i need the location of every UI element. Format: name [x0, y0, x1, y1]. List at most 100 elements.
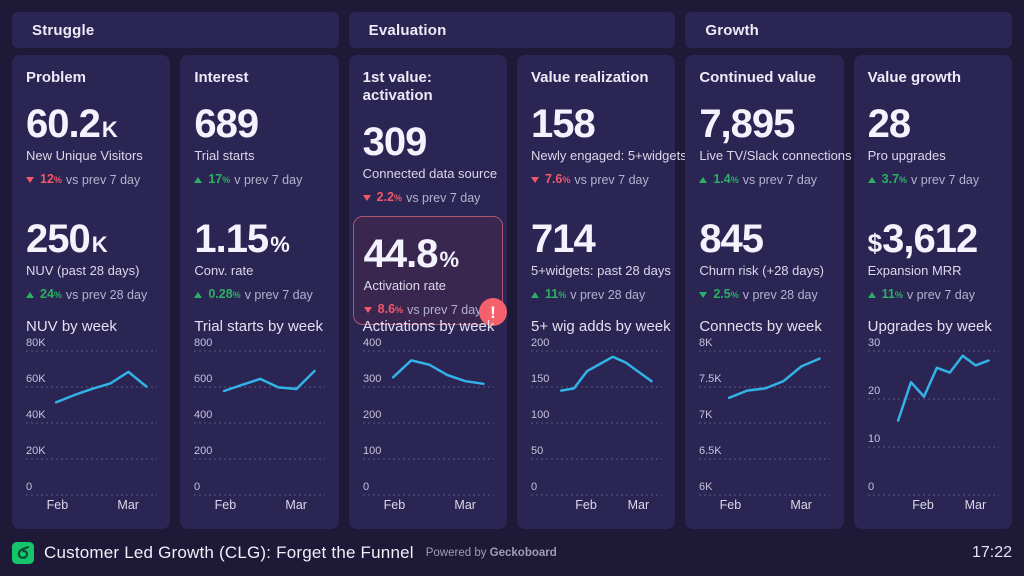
delta-text: v prev 7 day	[911, 172, 980, 187]
svg-text:6.5K: 6.5K	[699, 445, 722, 457]
card-activation[interactable]: 1st value: activation 309 Connected data…	[348, 55, 507, 529]
metric: 60.2K New Unique Visitors 12% vs prev 7 …	[26, 102, 156, 188]
trend-up-icon	[867, 177, 876, 184]
metric-value: 28	[867, 102, 911, 146]
svg-text:Mar: Mar	[964, 498, 986, 512]
svg-text:Feb: Feb	[47, 498, 69, 512]
metric: 28 Pro upgrades 3.7% v prev 7 day	[867, 102, 998, 188]
svg-text:800: 800	[194, 337, 212, 349]
svg-text:7.5K: 7.5K	[699, 373, 722, 385]
metric-value: 60.2K	[26, 102, 118, 146]
metric-delta: 2.5% v prev 28 day	[699, 287, 829, 303]
svg-text:200: 200	[194, 445, 212, 457]
svg-text:Feb: Feb	[912, 498, 934, 512]
svg-text:6K: 6K	[699, 481, 713, 493]
card-value-growth[interactable]: Value growth 28 Pro upgrades 3.7% v prev…	[853, 55, 1012, 529]
metric: 845 Churn risk (+28 days) 2.5% v prev 28…	[699, 218, 829, 303]
delta-text: v prev 7 day	[906, 287, 975, 302]
metric-label: New Unique Visitors	[26, 148, 143, 164]
metric: 689 Trial starts 17% v prev 7 day	[194, 102, 324, 188]
line-chart: 8K 7.5K 7K 6.5K 6K Feb Mar	[699, 337, 831, 512]
metric-label: Conv. rate	[194, 263, 254, 279]
svg-text:150: 150	[531, 373, 549, 385]
chart-title: Trial starts by week	[194, 318, 323, 335]
metric-value: 7,895	[699, 102, 795, 146]
card-problem[interactable]: Problem 60.2K New Unique Visitors 12% vs…	[12, 55, 171, 529]
line-chart: 200 150 100 50 0 Feb Mar	[530, 337, 662, 512]
line-chart: 400 300 200 100 0 Feb Mar	[362, 337, 494, 512]
group-header-struggle: Struggle	[12, 12, 339, 48]
metric: 309 Connected data source 2.2% vs prev 7…	[362, 120, 498, 206]
metric-label: Live TV/Slack connections	[699, 148, 852, 164]
svg-text:Mar: Mar	[286, 498, 308, 512]
exclamation-glyph: !	[490, 302, 496, 322]
svg-text:Feb: Feb	[720, 498, 742, 512]
svg-text:100: 100	[531, 409, 549, 421]
card-title: 1st value: activation	[362, 69, 433, 104]
line-chart: 80K 60K 40K 20K 0 Feb Mar	[26, 337, 157, 512]
chart-title: Activations by week	[362, 318, 495, 335]
metric-delta: 11% v prev 7 day	[867, 287, 998, 303]
trend-up-icon	[194, 177, 203, 184]
metric-delta: 8.6% vs prev 7 day	[363, 302, 492, 318]
chart-block: Connects by week 8K 7.5K 7K 6.5K 6K Feb Mar	[699, 318, 831, 514]
chart-block: Activations by week 400 300 200 100 0 Feb Mar	[362, 318, 495, 514]
chart-title: Upgrades by week	[867, 318, 992, 335]
svg-text:60K: 60K	[26, 373, 46, 385]
metric: 158 Newly engaged: 5+widgets 7.6% vs pre…	[530, 102, 687, 188]
metric: $3,612 Expansion MRR 11% v prev 7 day	[867, 217, 998, 303]
alert-highlight-box: 44.8% Activation rate 8.6% vs prev 7 day…	[352, 216, 507, 327]
trend-down-icon	[362, 195, 371, 202]
metric-delta: 3.7% v prev 7 day	[867, 172, 998, 188]
svg-text:8K: 8K	[699, 337, 713, 349]
card-value-realization[interactable]: Value realization 158 Newly engaged: 5+w…	[516, 55, 687, 529]
delta-text: vs prev 7 day	[574, 172, 649, 187]
metric-value: 44.8%	[363, 232, 460, 277]
svg-text:Feb: Feb	[383, 498, 405, 512]
trend-up-icon	[867, 292, 876, 299]
metric-label: NUV (past 28 days)	[26, 263, 140, 279]
cards-row: Problem 60.2K New Unique Visitors 12% vs…	[12, 55, 1012, 529]
svg-text:20: 20	[868, 385, 880, 397]
group-header-evaluation: Evaluation	[348, 12, 676, 48]
metric-value: 714	[530, 217, 596, 262]
group-header-growth: Growth	[685, 12, 1013, 48]
metric-value: $3,612	[867, 217, 979, 262]
metric-value: 1.15%	[194, 217, 290, 262]
group-headers: Struggle Evaluation Growth	[12, 12, 1013, 48]
svg-text:Feb: Feb	[215, 498, 237, 512]
svg-text:0: 0	[26, 481, 32, 493]
svg-text:400: 400	[363, 337, 381, 349]
svg-text:Mar: Mar	[791, 498, 813, 512]
card-title: Interest	[194, 69, 249, 86]
metric-label: Churn risk (+28 days)	[699, 263, 824, 279]
delta-text: vs prev 7 day	[406, 190, 481, 205]
chart-block: Upgrades by week 30 20 10 0 Feb Mar	[867, 318, 1000, 514]
svg-text:80K: 80K	[26, 337, 46, 349]
metric: 1.15% Conv. rate 0.28% v prev 7 day	[194, 218, 324, 303]
delta-text: vs prev 28 day	[65, 287, 148, 302]
svg-text:400: 400	[194, 409, 212, 421]
trend-up-icon	[194, 292, 203, 299]
line-chart: 30 20 10 0 Feb Mar	[867, 337, 999, 512]
alert-icon[interactable]: !	[478, 298, 507, 327]
powered-by: Powered by Geckoboard	[425, 546, 557, 559]
metric-label: Activation rate	[363, 278, 447, 294]
svg-text:Feb: Feb	[575, 498, 597, 512]
metric-delta: 17% v prev 7 day	[194, 172, 324, 188]
svg-text:600: 600	[194, 373, 212, 385]
chart-block: Trial starts by week 800 600 400 200 0 Feb Mar	[194, 318, 326, 514]
geckoboard-logo	[12, 541, 34, 564]
metric-delta: 1.4% vs prev 7 day	[699, 172, 829, 188]
card-continued-value[interactable]: Continued value 7,895 Live TV/Slack conn…	[685, 55, 852, 529]
metric-label: Connected data source	[362, 166, 498, 182]
line-chart: 800 600 400 200 0 Feb Mar	[194, 337, 326, 512]
svg-text:0: 0	[363, 481, 369, 493]
metric-label: Newly engaged: 5+widgets	[530, 148, 687, 164]
chart-block: NUV by week 80K 60K 40K 20K 0 Feb Mar	[26, 318, 158, 514]
card-interest[interactable]: Interest 689 Trial starts 17% v prev 7 d…	[180, 55, 339, 529]
metric: 250K NUV (past 28 days) 24% vs prev 28 d…	[26, 218, 156, 303]
trend-up-icon	[699, 177, 708, 184]
chart-block: 5+ wig adds by week 200 150 100 50 0 Feb Mar	[530, 318, 671, 514]
card-title: Value realization	[530, 69, 649, 86]
